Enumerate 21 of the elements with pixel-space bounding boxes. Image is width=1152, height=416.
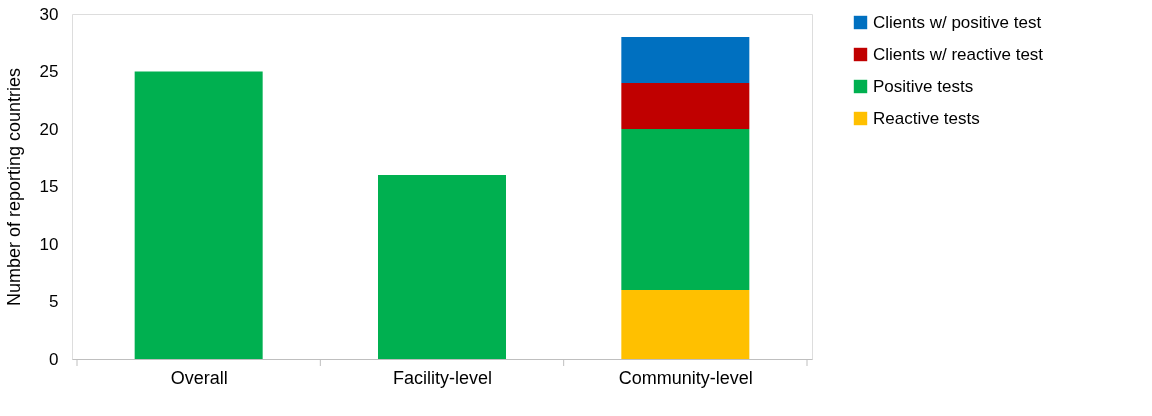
x-tick-label: Facility-level bbox=[392, 367, 493, 388]
bar bbox=[621, 37, 750, 83]
y-tick-label: 20 bbox=[39, 119, 59, 139]
y-tick-label: 30 bbox=[39, 4, 59, 24]
legend-label: Reactive tests bbox=[873, 108, 980, 128]
bar bbox=[134, 71, 263, 359]
y-tick-label: 5 bbox=[49, 292, 59, 311]
y-axis-title: Number of reporting countries bbox=[3, 67, 24, 307]
x-tick-label: Community-level bbox=[618, 367, 753, 388]
y-tick-label: 0 bbox=[49, 349, 59, 369]
x-tick-label: Overall bbox=[170, 367, 228, 388]
legend-label: Positive tests bbox=[873, 76, 974, 96]
legend-label: Clients w/ positive test bbox=[873, 12, 1042, 32]
bar bbox=[378, 175, 506, 359]
bar bbox=[621, 83, 750, 129]
y-tick-label: 15 bbox=[39, 177, 59, 196]
bar bbox=[621, 290, 750, 359]
bar bbox=[621, 129, 750, 290]
y-tick-label: 25 bbox=[39, 62, 59, 81]
legend-label: Clients w/ reactive test bbox=[873, 44, 1044, 64]
y-tick-label: 10 bbox=[39, 234, 59, 254]
